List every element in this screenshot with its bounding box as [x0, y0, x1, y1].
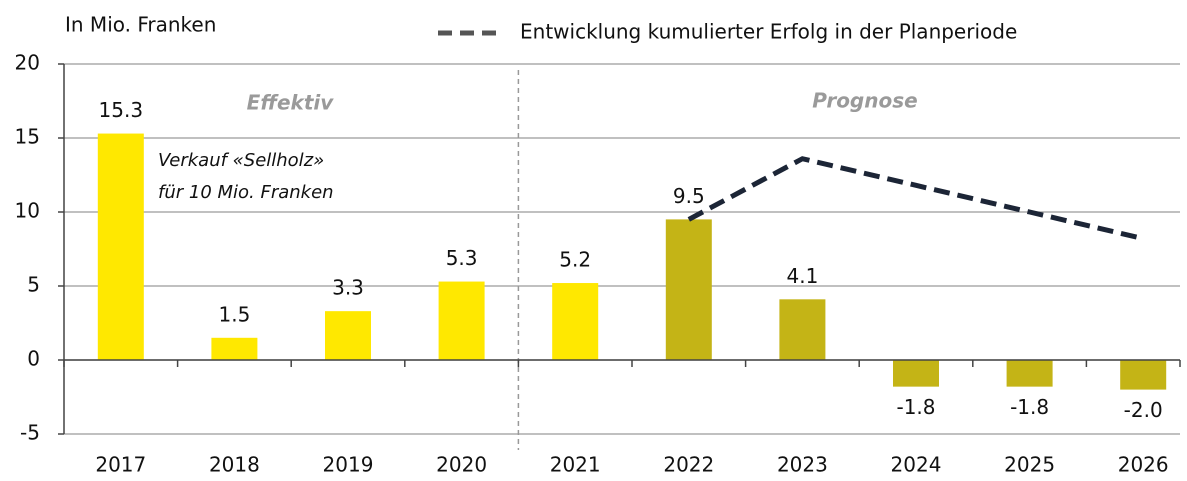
data-label: -2.0 [1124, 398, 1163, 422]
bar [893, 360, 939, 387]
data-label: 1.5 [218, 302, 250, 326]
x-tick-label: 2017 [95, 453, 146, 477]
y-axis-label: In Mio. Franken [65, 13, 216, 37]
data-label: -1.8 [1010, 395, 1049, 419]
bar [97, 133, 144, 360]
data-label: 9.5 [673, 184, 705, 208]
x-tick-label: 2021 [550, 453, 601, 477]
bar [779, 299, 826, 360]
x-tick-label: 2018 [209, 453, 260, 477]
data-label: 4.1 [786, 264, 818, 288]
data-label: 5.3 [446, 246, 478, 270]
y-tick-label: 5 [27, 273, 40, 297]
data-label: 3.3 [332, 276, 364, 300]
y-tick-label: 20 [15, 51, 40, 75]
x-tick-label: 2019 [323, 453, 374, 477]
annotation: für 10 Mio. Franken [158, 182, 334, 203]
bar [211, 337, 258, 360]
x-tick-label: 2024 [891, 453, 942, 477]
data-label: 5.2 [559, 248, 591, 272]
bar [325, 311, 371, 360]
bar [552, 283, 599, 360]
x-tick-label: 2023 [777, 453, 828, 477]
y-tick-label: -5 [20, 421, 40, 445]
x-tick-label: 2025 [1004, 453, 1055, 477]
bar [1006, 360, 1053, 387]
period-label: Prognose [812, 89, 917, 113]
annotation: Verkauf «Sellholz» [158, 150, 324, 171]
y-tick-label: 10 [15, 199, 40, 223]
period-label: Effektiv [247, 91, 335, 115]
x-tick-label: 2026 [1118, 453, 1169, 477]
data-label: -1.8 [896, 395, 935, 419]
bar [665, 219, 712, 360]
data-label: 15.3 [99, 98, 144, 122]
bar [438, 281, 485, 360]
legend-label: Entwicklung kumulierter Erfolg in der Pl… [520, 20, 1017, 44]
y-tick-label: 15 [15, 125, 40, 149]
x-tick-label: 2020 [436, 453, 487, 477]
x-tick-label: 2022 [663, 453, 714, 477]
bar [1120, 360, 1167, 390]
cumulative-line [687, 156, 1144, 242]
y-tick-label: 0 [27, 347, 40, 371]
